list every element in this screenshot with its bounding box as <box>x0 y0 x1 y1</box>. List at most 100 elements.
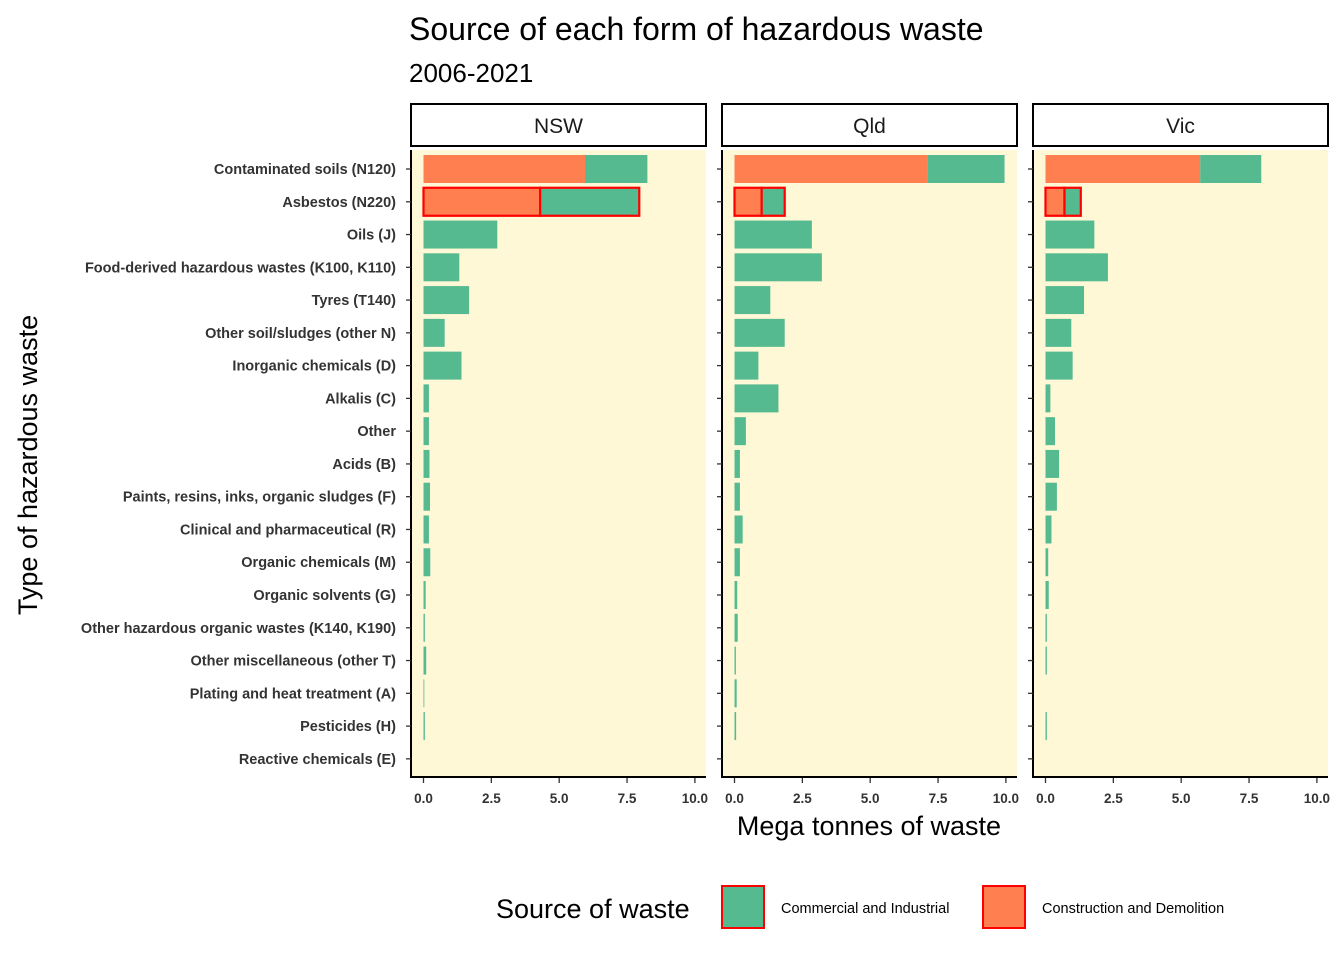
bar-commercial <box>1045 646 1047 675</box>
category-labels: Contaminated soils (N120) Asbestos (N220)… <box>81 162 396 768</box>
bar-commercial <box>1063 186 1082 217</box>
bar-commercial <box>423 515 429 544</box>
y-axis-title: Type of hazardous waste <box>13 315 43 615</box>
bar-commercial <box>1045 515 1052 544</box>
bar-commercial <box>1045 351 1073 380</box>
legend-label: Commercial and Industrial <box>781 901 949 917</box>
facet-panel-vic: Vic 0.0 2.5 5.0 7.5 10.0 <box>1028 103 1330 806</box>
x-tick-label: 0.0 <box>725 791 744 806</box>
x-tick-label: 5.0 <box>1172 791 1191 806</box>
x-tick-label: 5.0 <box>550 791 569 806</box>
bar-commercial <box>1045 482 1057 511</box>
bar-commercial <box>734 548 740 577</box>
bar-commercial <box>760 186 786 217</box>
bar-commercial <box>734 351 759 380</box>
bar-construction <box>1045 155 1201 183</box>
bar-commercial <box>734 679 737 708</box>
bar-commercial <box>584 155 648 183</box>
x-axis-title: Mega tonnes of waste <box>737 811 1001 841</box>
bar-commercial <box>423 286 470 315</box>
facet-strip <box>410 103 707 147</box>
bar-commercial <box>423 220 498 249</box>
category-label: Reactive chemicals (E) <box>239 752 396 768</box>
category-label: Alkalis (C) <box>325 391 396 407</box>
category-label: Acids (B) <box>332 457 396 473</box>
category-label: Oils (J) <box>347 228 396 244</box>
category-label: Organic solvents (G) <box>253 588 396 604</box>
bar-commercial <box>423 318 445 347</box>
category-label: Contaminated soils (N120) <box>214 162 396 178</box>
bar-construction <box>423 155 585 183</box>
bar-commercial <box>423 384 429 413</box>
bar-commercial <box>423 613 425 642</box>
legend-key-construction <box>982 885 1026 929</box>
x-tick-label: 10.0 <box>682 791 708 806</box>
bar-commercial <box>423 351 462 380</box>
x-tick-label: 10.0 <box>993 791 1019 806</box>
bar-commercial <box>734 318 785 347</box>
bar-commercial <box>1045 712 1047 741</box>
category-label: Asbestos (N220) <box>282 195 396 211</box>
bar-commercial <box>423 679 425 708</box>
bar-commercial <box>734 449 740 478</box>
bar-commercial <box>423 646 427 675</box>
category-label: Paints, resins, inks, organic sludges (F… <box>123 490 396 506</box>
category-label: Other soil/sludges (other N) <box>205 326 396 342</box>
chart-title: Source of each form of hazardous waste <box>409 11 984 47</box>
facet-panel-nsw: NSW 0.0 2.5 5.0 7.5 10.0 <box>406 103 708 806</box>
x-tick-label: 7.5 <box>1240 791 1259 806</box>
bar-commercial <box>734 482 740 511</box>
bar-commercial <box>1045 253 1108 282</box>
legend-title: Source of waste <box>496 894 690 924</box>
bar-construction <box>733 186 763 217</box>
category-label: Other <box>357 424 396 440</box>
chart-subtitle: 2006-2021 <box>409 58 533 88</box>
category-label: Other hazardous organic wastes (K140, K1… <box>81 621 396 637</box>
bar-commercial <box>423 482 431 511</box>
legend-key-commercial <box>721 885 765 929</box>
bar-commercial <box>927 155 1005 183</box>
facet-strip-label: NSW <box>534 115 583 138</box>
bar-commercial <box>734 384 779 413</box>
bar-commercial <box>1200 155 1262 183</box>
x-tick-label: 7.5 <box>618 791 637 806</box>
bar-commercial <box>1045 286 1085 315</box>
legend-label: Construction and Demolition <box>1042 901 1224 917</box>
bar-commercial <box>423 581 426 610</box>
bar-commercial <box>423 712 425 741</box>
x-tick-label: 2.5 <box>1104 791 1123 806</box>
bar-commercial <box>734 646 736 675</box>
category-label: Pesticides (H) <box>300 719 396 735</box>
bar-commercial <box>734 286 771 315</box>
bar-commercial <box>734 220 812 249</box>
bar-commercial <box>1045 220 1095 249</box>
facet-strip-label: Vic <box>1166 115 1195 138</box>
bar-commercial <box>423 253 460 282</box>
bar-construction <box>422 186 542 217</box>
facet-panel-qld: Qld 0.0 2.5 5.0 7.5 10.0 <box>717 103 1019 806</box>
bar-commercial <box>1045 548 1049 577</box>
category-label: Tyres (T140) <box>312 293 397 309</box>
bar-construction <box>1044 186 1066 217</box>
panel-background <box>411 150 706 776</box>
category-label: Inorganic chemicals (D) <box>232 359 396 375</box>
x-tick-label: 0.0 <box>1036 791 1055 806</box>
category-label: Clinical and pharmaceutical (R) <box>180 522 396 538</box>
bar-commercial <box>423 417 429 446</box>
x-tick-label: 10.0 <box>1304 791 1330 806</box>
category-label: Food-derived hazardous wastes (K100, K11… <box>85 260 396 276</box>
bar-commercial <box>1045 318 1072 347</box>
bar-commercial <box>734 515 743 544</box>
facet-strip-label: Qld <box>853 115 886 138</box>
bar-commercial <box>734 581 738 610</box>
bar-commercial <box>1045 613 1047 642</box>
bar-commercial <box>423 548 431 577</box>
bar-commercial <box>1045 581 1049 610</box>
bar-commercial <box>734 613 738 642</box>
bar-construction <box>734 155 928 183</box>
legend: Source of waste Commercial and Industria… <box>496 885 1224 929</box>
bar-commercial <box>1045 417 1055 446</box>
bar-commercial <box>734 417 746 446</box>
